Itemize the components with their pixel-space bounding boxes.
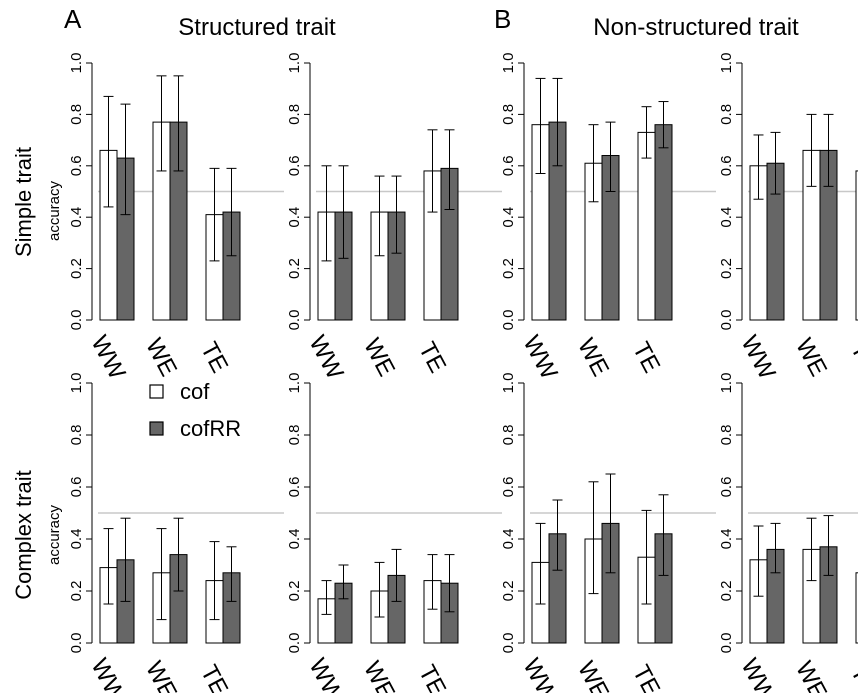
bar-cof-te: [855, 572, 858, 644]
subplot-nonstructured-complex-1: 0.0 0.2 0.4 0.6 0.8 1.0 WW WE TE: [500, 373, 716, 693]
y-tick-label: 0.2: [68, 581, 85, 602]
x-tick-label-we: WE: [140, 334, 182, 381]
subplot-structured-simple-1: 0.0 0.2 0.4 0.6 0.8 1.0 WW WE TE: [68, 53, 284, 384]
legend: cof cofRR: [149, 379, 241, 441]
y-tick-label: 0.8: [718, 104, 735, 125]
subplot-nonstructured-simple-2: 0.0 0.2 0.4 0.6 0.8 1.0 WW WE TE: [718, 53, 858, 384]
y-tick-label: 1.0: [68, 373, 85, 394]
legend-swatch-cofrr: [149, 421, 164, 436]
y-tick-label: 1.0: [500, 53, 517, 74]
y-tick-label: 0.6: [286, 477, 303, 498]
y-tick-label: 0.6: [68, 155, 85, 176]
x-tick-label-ww: WW: [303, 331, 348, 384]
legend-swatch-cof: [149, 384, 164, 399]
y-tick-label: 0.6: [718, 155, 735, 176]
x-tick-label-ww: WW: [303, 654, 348, 693]
x-tick-label-te: TE: [627, 661, 665, 693]
x-tick-label-ww: WW: [517, 654, 562, 693]
y-tick-label: 1.0: [500, 373, 517, 394]
y-tick-label: 0.4: [718, 207, 735, 228]
y-tick-label: 0.2: [718, 258, 735, 279]
y-tick-label: 0.6: [500, 477, 517, 498]
x-tick-label-we: WE: [572, 657, 614, 693]
column-title-non-structured: Non-structured trait: [593, 14, 799, 41]
y-tick-label: 0.8: [718, 425, 735, 446]
y-tick-label: 0.4: [500, 207, 517, 228]
y-tick-label: 0.8: [68, 104, 85, 125]
y-tick-label: 0.0: [718, 310, 735, 331]
y-tick-label: 0.4: [286, 207, 303, 228]
subplot-structured-complex-1: 0.0 0.2 0.4 0.6 0.8 1.0 WW WE TE: [68, 373, 284, 693]
y-tick-label: 0.0: [286, 310, 303, 331]
x-tick-label-te: TE: [413, 338, 451, 378]
y-tick-label: 0.4: [68, 207, 85, 228]
y-axis-label-simple: accuracy: [46, 180, 63, 241]
row-title-complex: Complex trait: [11, 470, 36, 600]
y-tick-label: 0.0: [718, 633, 735, 654]
column-title-structured: Structured trait: [178, 14, 336, 41]
subplot-structured-complex-2: 0.0 0.2 0.4 0.6 0.8 1.0 WW WE TE: [286, 373, 502, 693]
y-tick-label: 0.6: [286, 155, 303, 176]
x-tick-label-te: TE: [413, 661, 451, 693]
x-tick-label-ww: WW: [735, 654, 780, 693]
y-tick-label: 1.0: [286, 373, 303, 394]
x-tick-label-te: TE: [195, 661, 233, 693]
subplot-structured-simple-2: 0.0 0.2 0.4 0.6 0.8 1.0 WW WE TE: [286, 53, 502, 384]
x-tick-label-we: WE: [358, 657, 400, 693]
y-tick-label: 1.0: [718, 373, 735, 394]
subplot-nonstructured-simple-1: 0.0 0.2 0.4 0.6 0.8 1.0 WW WE TE: [500, 53, 716, 384]
y-tick-label: 0.8: [286, 104, 303, 125]
y-tick-label: 0.4: [68, 529, 85, 550]
y-axis-label-complex: accuracy: [46, 504, 63, 565]
y-tick-label: 0.8: [68, 425, 85, 446]
y-tick-label: 0.2: [68, 258, 85, 279]
y-tick-label: 0.0: [500, 633, 517, 654]
x-tick-label-we: WE: [790, 657, 832, 693]
y-tick-label: 0.2: [718, 581, 735, 602]
x-tick-label-ww: WW: [85, 331, 130, 384]
x-tick-label-we: WE: [358, 334, 400, 381]
panel-letter-a: A: [64, 4, 82, 34]
legend-label-cofrr: cofRR: [180, 416, 241, 441]
x-tick-label-we: WE: [140, 657, 182, 693]
x-tick-label-ww: WW: [735, 331, 780, 384]
x-tick-label-te: TE: [845, 661, 858, 693]
x-tick-label-ww: WW: [85, 654, 130, 693]
y-tick-label: 0.2: [286, 258, 303, 279]
y-tick-label: 0.0: [68, 633, 85, 654]
bar-cof-te: [637, 131, 656, 321]
legend-label-cof: cof: [180, 379, 210, 404]
subplot-nonstructured-complex-2: 0.0 0.2 0.4 0.6 0.8 1.0 WW WE TE: [718, 373, 858, 693]
y-tick-label: 0.6: [68, 477, 85, 498]
y-tick-label: 0.0: [500, 310, 517, 331]
y-tick-label: 0.8: [500, 425, 517, 446]
y-tick-label: 0.0: [68, 310, 85, 331]
row-title-simple: Simple trait: [11, 147, 36, 257]
y-tick-label: 1.0: [68, 53, 85, 74]
x-tick-label-te: TE: [845, 338, 858, 378]
y-tick-label: 0.0: [286, 633, 303, 654]
bar-cof-te: [855, 170, 858, 321]
y-tick-label: 1.0: [286, 53, 303, 74]
x-tick-label-we: WE: [790, 334, 832, 381]
panel-letter-b: B: [494, 4, 511, 34]
y-tick-label: 1.0: [718, 53, 735, 74]
y-tick-label: 0.4: [718, 529, 735, 550]
x-tick-label-ww: WW: [517, 331, 562, 384]
x-tick-label-te: TE: [627, 338, 665, 378]
y-tick-label: 0.6: [500, 155, 517, 176]
y-tick-label: 0.2: [286, 581, 303, 602]
x-tick-label-we: WE: [572, 334, 614, 381]
y-tick-label: 0.2: [500, 581, 517, 602]
y-tick-label: 0.8: [500, 104, 517, 125]
bar-cofrr-te: [654, 124, 673, 321]
y-tick-label: 0.4: [286, 529, 303, 550]
y-tick-label: 0.8: [286, 425, 303, 446]
x-tick-label-te: TE: [195, 338, 233, 378]
y-tick-label: 0.4: [500, 529, 517, 550]
y-tick-label: 0.6: [718, 477, 735, 498]
y-tick-label: 0.2: [500, 258, 517, 279]
